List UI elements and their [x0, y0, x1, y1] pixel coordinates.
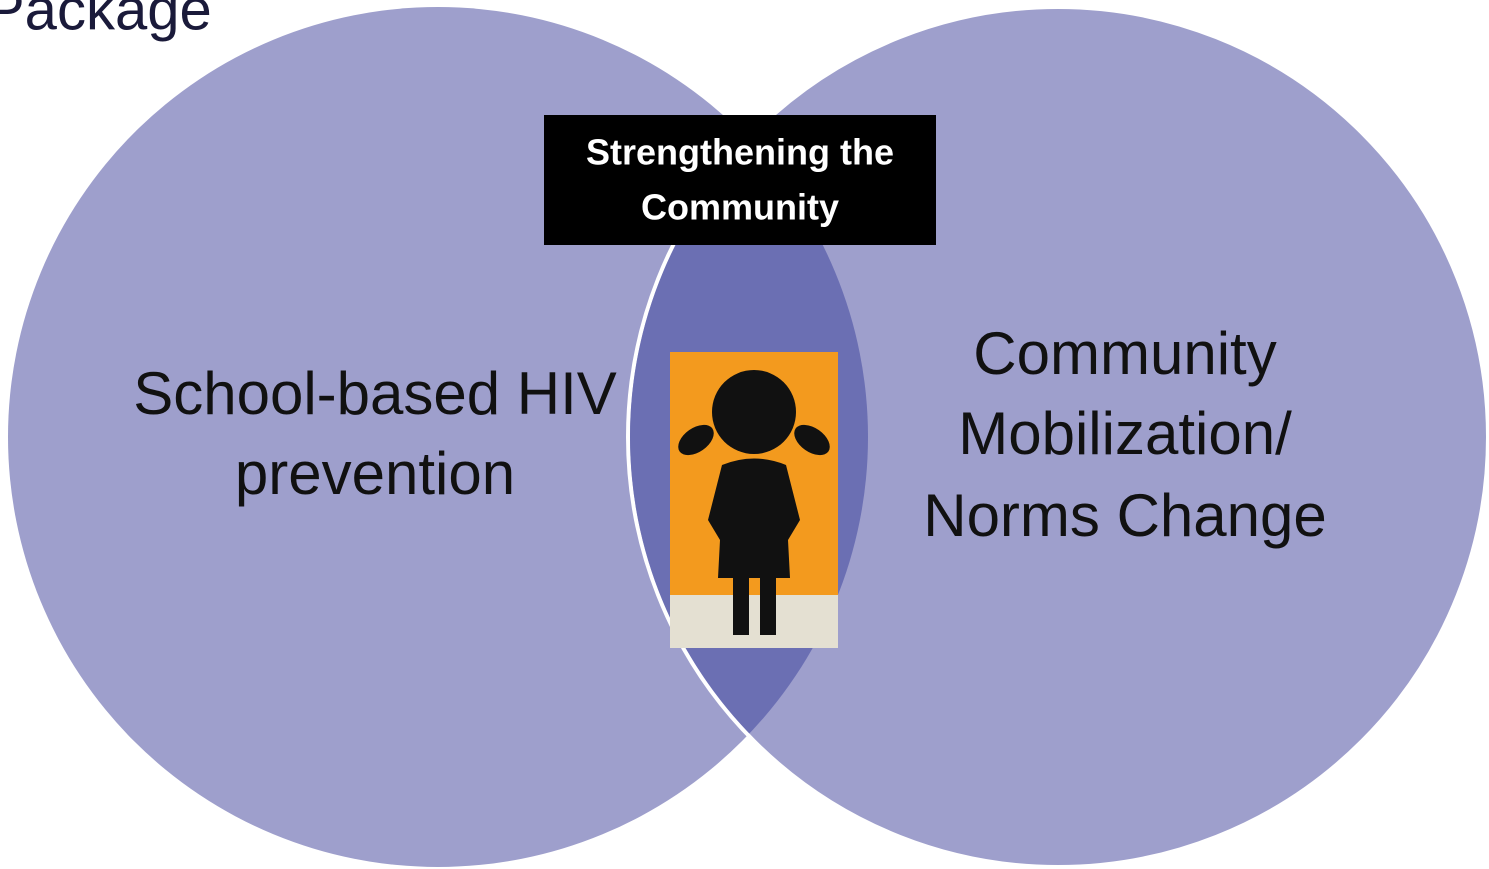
overlap-label: Community [641, 187, 839, 228]
left-label: prevention [235, 440, 515, 507]
page-title: Package [0, 0, 212, 42]
overlap-label: Strengthening the [586, 132, 894, 173]
girl-illustration [670, 352, 838, 648]
right-label: Norms Change [923, 482, 1327, 549]
right-label: Mobilization/ [958, 400, 1292, 467]
venn-diagram: Package School-based HIV prevention Comm… [0, 0, 1489, 869]
left-label: School-based HIV [133, 360, 617, 427]
right-label: Community [973, 320, 1276, 387]
